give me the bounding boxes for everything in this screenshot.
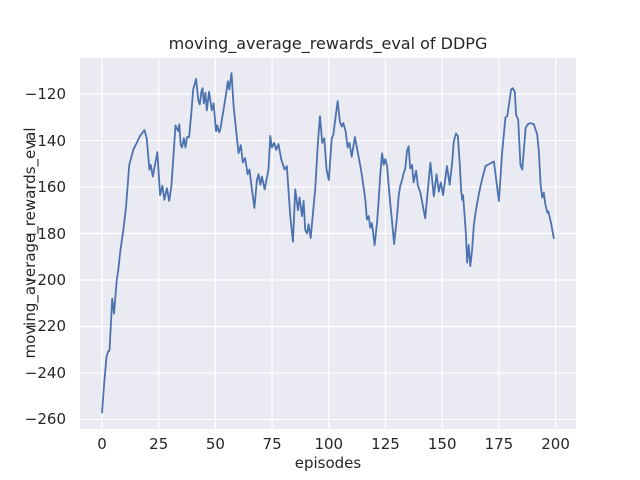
y-tick-label: −220	[24, 317, 66, 336]
x-tick-label: 150	[427, 435, 457, 453]
x-tick-label: 200	[541, 435, 570, 453]
y-tick-label: −160	[24, 178, 66, 196]
y-axis-label-text: moving_average_rewards_eval	[21, 127, 39, 359]
y-tick-label: −180	[24, 224, 66, 243]
y-tick-label: −200	[24, 270, 66, 289]
line-series-svg	[101, 72, 555, 414]
plot-area	[80, 58, 576, 429]
x-tick-label: 0	[97, 435, 107, 453]
y-tick-label: −120	[24, 85, 66, 104]
x-tick-label: 25	[149, 435, 169, 453]
x-tick-label: 125	[371, 435, 400, 453]
x-tick-label: 75	[262, 435, 282, 453]
x-tick-label: 100	[314, 435, 344, 453]
x-axis-label: episodes	[294, 454, 362, 472]
x-tick-label: 175	[484, 435, 514, 453]
series-line-moving_average_rewards_eval	[101, 72, 555, 414]
chart-title: moving_average_rewards_eval of DDPG	[168, 34, 488, 53]
y-tick-label: −240	[24, 363, 66, 382]
y-tick-label: −260	[24, 410, 66, 429]
y-tick-label: −140	[24, 131, 66, 150]
x-tick-label: 50	[205, 435, 225, 453]
